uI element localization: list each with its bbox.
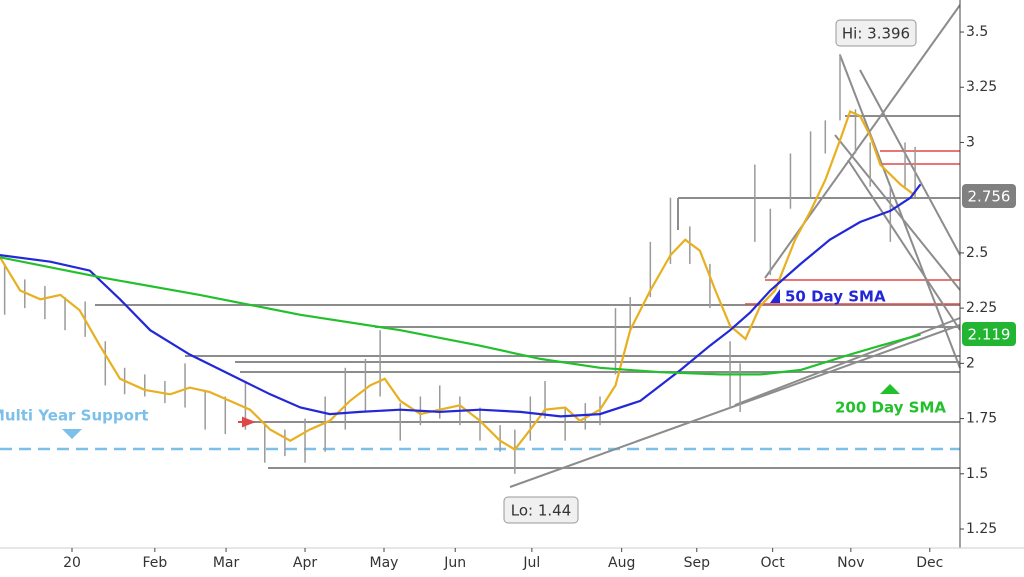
- x-tick-label: Jul: [522, 555, 540, 571]
- annotation: Hi: 3.396: [842, 25, 910, 43]
- y-tick-label: 2.5: [966, 245, 988, 261]
- y-tick-label: 3.5: [966, 24, 988, 40]
- y-tick-label: 2.25: [966, 300, 997, 316]
- x-tick-label: Jun: [443, 555, 466, 571]
- trend-line: [839, 54, 961, 369]
- x-tick-label: Sep: [684, 555, 711, 571]
- annotation: 2.119: [968, 326, 1011, 344]
- annotation-box: [962, 322, 1016, 346]
- x-tick-label: May: [370, 555, 399, 571]
- series-label: 50 Day SMA: [785, 288, 886, 306]
- x-tick-label: Mar: [213, 555, 240, 571]
- trend-line: [834, 134, 961, 291]
- annotation: Multi Year Support: [0, 407, 149, 425]
- sma-line: [0, 183, 922, 418]
- levels: [0, 4, 961, 488]
- label-pointer: [880, 384, 900, 394]
- trend-line: [734, 317, 961, 406]
- sma-line: [0, 256, 921, 376]
- x-tick-label: Apr: [293, 555, 317, 571]
- sma-line: [0, 110, 916, 451]
- y-tick-label: 1.25: [966, 521, 997, 537]
- y-tick-label: 1.75: [966, 411, 997, 427]
- label-pointer: [62, 429, 82, 439]
- y-tick-label: 3.25: [966, 79, 997, 95]
- annotation-box: [962, 184, 1016, 208]
- x-tick-label: Oct: [761, 555, 786, 571]
- trend-line: [509, 324, 961, 488]
- annotation-box: [835, 19, 917, 47]
- x-tick-label: Dec: [916, 555, 943, 571]
- marker-arrow: [238, 416, 256, 428]
- annotation-box: [503, 496, 579, 524]
- y-tick-label: 3: [966, 134, 975, 150]
- x-tick-label: Aug: [608, 555, 635, 571]
- annotation: 2.756: [968, 188, 1011, 206]
- y-tick-label: 1.5: [966, 466, 988, 482]
- trend-line: [859, 69, 961, 256]
- label-pointer: [770, 289, 780, 303]
- labels: 50 Day SMA 200 Day SMA Hi: 3.396 Lo: 1.44 2.…: [0, 19, 1016, 524]
- y-tick-label: 2: [966, 355, 975, 371]
- x-tick-label: Nov: [837, 555, 864, 571]
- trend-line: [847, 159, 961, 331]
- x-tick-label: 20: [63, 555, 81, 571]
- trend-line: [764, 4, 961, 279]
- series-label: 200 Day SMA: [835, 399, 946, 417]
- annotation: Lo: 1.44: [511, 502, 572, 520]
- x-tick-label: Feb: [142, 555, 167, 571]
